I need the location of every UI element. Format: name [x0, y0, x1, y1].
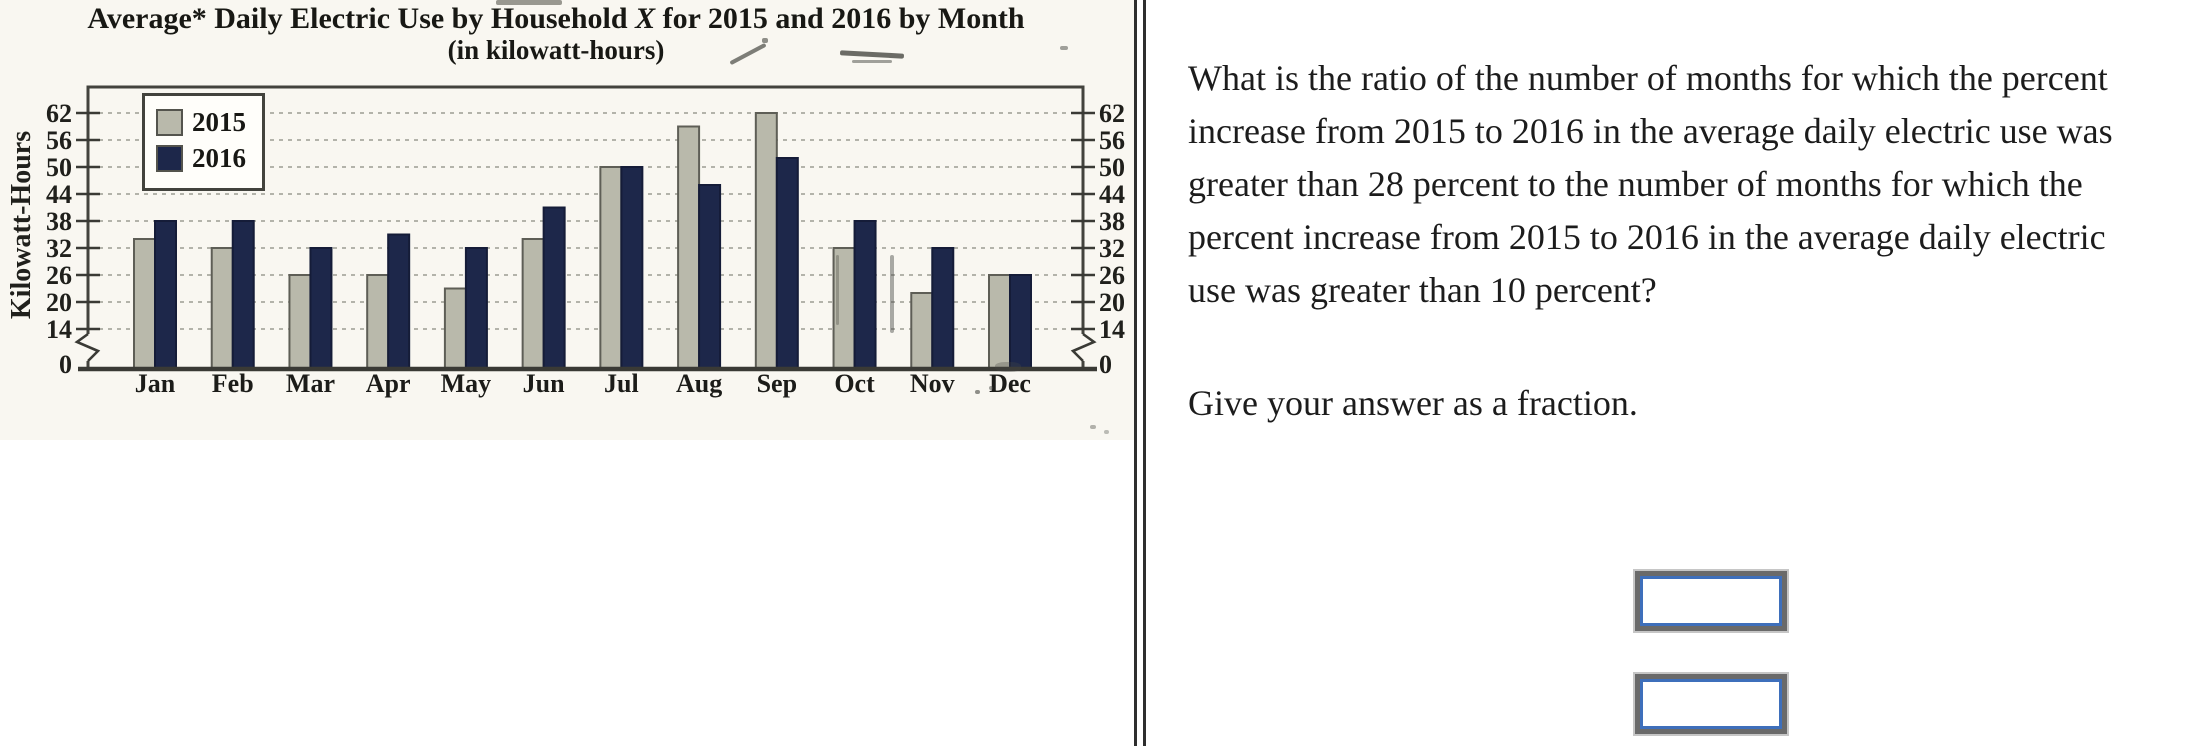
month-label-Jan: Jan — [135, 369, 176, 398]
month-label-Mar: Mar — [286, 369, 335, 398]
bar-2015-Jan — [133, 238, 156, 370]
y-tick-label: 62 — [1099, 99, 1125, 128]
y-tick-label: 56 — [1099, 126, 1125, 155]
bar-chart: Jan Feb Mar Apr May Jun Jul Aug Sep Oct Nov Dec 0 0 14… — [46, 85, 1125, 398]
y-axis-label: Kilowatt-Hours — [6, 130, 37, 320]
pane-divider — [1134, 0, 1146, 746]
bar-2015-Apr — [366, 274, 390, 370]
answer-format-instruction: Give your answer as a fraction. — [1188, 383, 1638, 423]
scanned-chart-image: Jan Feb Mar Apr May Jun Jul Aug Sep Oct Nov Dec 0 0 14… — [0, 0, 1134, 440]
chart-pane: Jan Feb Mar Apr May Jun Jul Aug Sep Oct Nov Dec 0 0 14… — [0, 0, 1134, 440]
bar-2016-Mar — [309, 247, 333, 370]
bar-2015-Aug — [677, 125, 701, 370]
scan-artifact — [1060, 46, 1068, 50]
question-line: percent increase from 2015 to 2016 in th… — [1188, 217, 2106, 257]
bar-2015-May — [443, 287, 467, 370]
month-label-Jul: Jul — [604, 369, 639, 398]
y-tick-label: 38 — [46, 207, 72, 236]
scan-artifact — [852, 60, 892, 63]
scan-artifact — [836, 255, 839, 325]
question-line: increase from 2015 to 2016 in the averag… — [1188, 111, 2113, 151]
legend-swatch-2016 — [156, 144, 183, 172]
bar-2016-Jul — [620, 166, 644, 370]
y-tick-label: 32 — [1099, 234, 1125, 263]
bar-2016-Nov — [931, 247, 955, 370]
legend-label-2016: 2016 — [192, 142, 246, 173]
month-label-May: May — [441, 369, 492, 398]
y-tick-label: 26 — [46, 261, 72, 290]
axis-break-squiggle — [74, 332, 101, 362]
y-tick-label: 62 — [46, 99, 72, 128]
bar-2016-May — [464, 247, 488, 370]
y-tick-label: 20 — [46, 288, 72, 317]
legend-item-2015: 2015 — [156, 104, 262, 140]
bar-2015-Jul — [599, 166, 623, 370]
y-tick-label: 14 — [1099, 315, 1125, 344]
scan-artifact — [995, 362, 1021, 372]
month-label-Dec: Dec — [989, 369, 1031, 398]
bar-2016-Dec — [1009, 274, 1032, 370]
scan-artifact — [1104, 430, 1109, 434]
month-label-Sep: Sep — [757, 369, 797, 398]
question-line: use was greater than 10 percent? — [1188, 270, 1657, 310]
bar-2015-Feb — [210, 247, 234, 370]
scan-artifact — [1090, 425, 1096, 429]
bar-2015-Nov — [910, 292, 934, 370]
chart-title: Average* Daily Electric Use by Household… — [80, 3, 1032, 35]
chart-title-text: Average* Daily Electric Use by Household — [87, 2, 636, 35]
chart-title-text-cont: for 2015 and 2016 by Month — [655, 2, 1025, 35]
month-label-Feb: Feb — [212, 369, 254, 398]
y-tick-label: 0 — [1099, 350, 1112, 379]
y-tick-label: 50 — [1099, 153, 1125, 182]
chart-title-block: Average* Daily Electric Use by Household… — [80, 3, 1032, 65]
bar-2015-Sep — [754, 112, 778, 370]
y-tick-label: 32 — [46, 234, 72, 263]
bar-2016-Oct — [853, 220, 877, 370]
legend-item-2016: 2016 — [156, 140, 262, 176]
chart-subtitle: (in kilowatt-hours) — [447, 35, 665, 65]
question-pane: What is the ratio of the number of month… — [1146, 0, 2205, 746]
bar-2016-Jun — [542, 206, 566, 370]
bar-2016-Aug — [698, 184, 722, 370]
legend-swatch-2015 — [156, 108, 183, 136]
chart-title-italic-x: X — [635, 2, 656, 35]
fraction-denominator-input[interactable] — [1640, 679, 1782, 729]
scan-artifact — [975, 390, 980, 394]
question-line: What is the ratio of the number of month… — [1188, 58, 2108, 98]
y-tick-label: 0 — [59, 350, 72, 379]
bar-2016-Jan — [154, 220, 177, 370]
bar-2016-Sep — [775, 157, 799, 370]
y-tick-label: 44 — [46, 180, 72, 209]
bar-2016-Apr — [387, 233, 411, 370]
month-label-Nov: Nov — [910, 369, 955, 398]
bar-2015-Mar — [288, 274, 312, 370]
scan-artifact — [890, 255, 894, 333]
bar-2015-Dec — [988, 274, 1011, 370]
scan-artifact — [496, 0, 562, 5]
y-tick-label: 44 — [1099, 180, 1125, 209]
fraction-denominator-box — [1633, 672, 1789, 736]
question-line: greater than 28 percent to the number of… — [1188, 164, 2083, 204]
legend-label-2015: 2015 — [192, 106, 246, 137]
axis-break-squiggle — [1070, 332, 1097, 362]
bar-2015-Jun — [521, 238, 545, 370]
month-label-Jun: Jun — [523, 369, 565, 398]
scan-artifact — [989, 386, 993, 390]
month-label-Aug: Aug — [676, 369, 722, 398]
fraction-numerator-input[interactable] — [1640, 576, 1782, 626]
month-label-Oct: Oct — [834, 369, 875, 398]
scan-artifact — [762, 38, 768, 43]
bar-2016-Feb — [231, 220, 255, 370]
y-tick-label: 20 — [1099, 288, 1125, 317]
y-tick-label: 56 — [46, 126, 72, 155]
month-label-Apr: Apr — [366, 369, 411, 398]
y-tick-label: 50 — [46, 153, 72, 182]
chart-legend: 2015 2016 — [142, 93, 265, 191]
fraction-numerator-box — [1633, 569, 1789, 633]
y-tick-label: 38 — [1099, 207, 1125, 236]
y-tick-label: 14 — [46, 315, 72, 344]
question-text: What is the ratio of the number of month… — [1188, 52, 2158, 317]
y-tick-label: 26 — [1099, 261, 1125, 290]
